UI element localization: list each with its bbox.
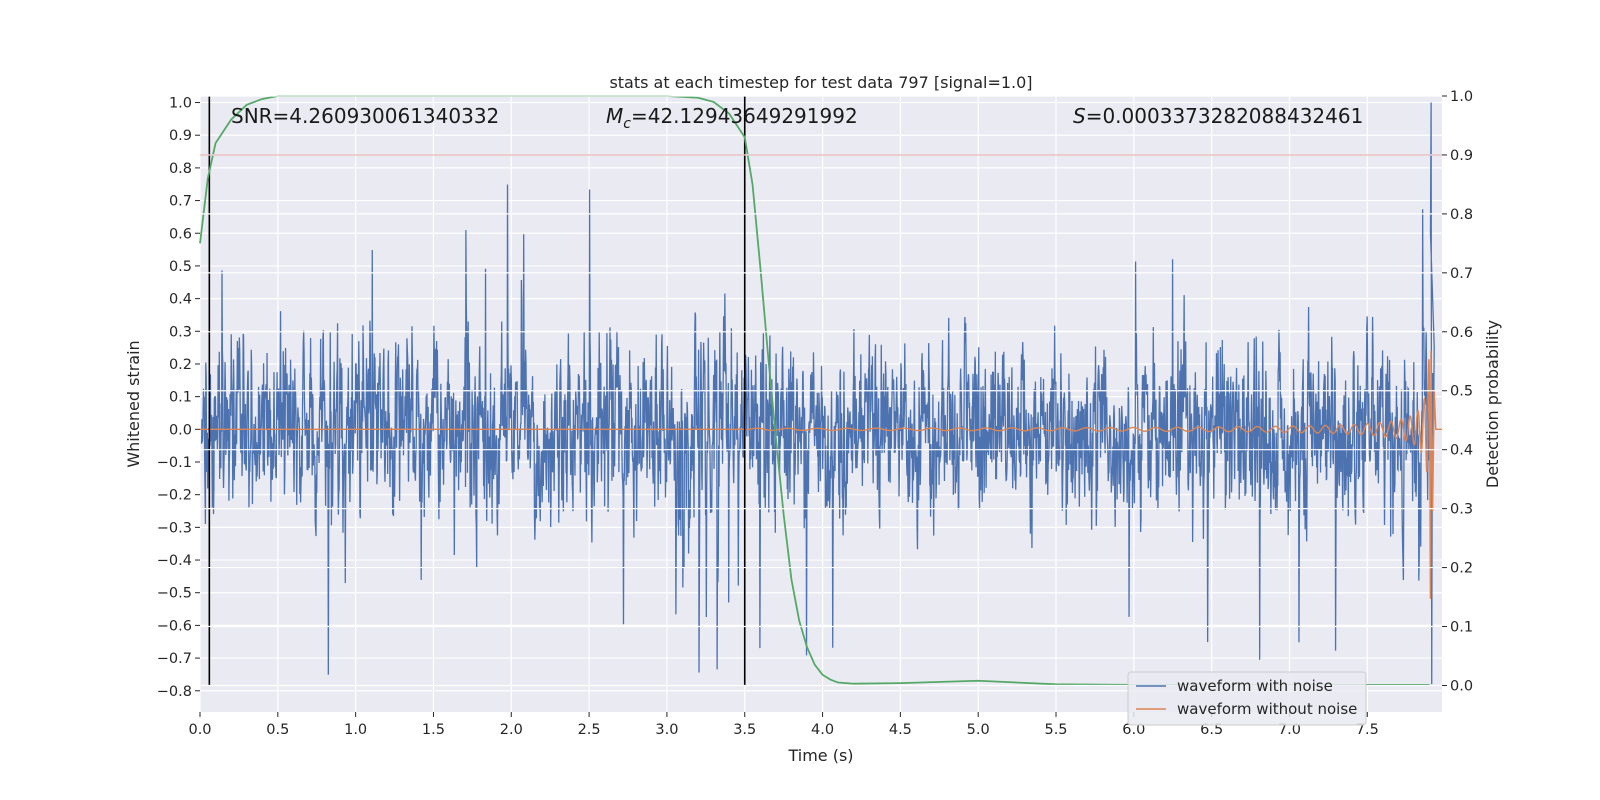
chart-title: stats at each timestep for test data 797… (609, 73, 1032, 92)
legend-label-clean: waveform without noise (1177, 700, 1357, 718)
x-tick-label: 3.0 (655, 722, 678, 738)
x-tick-label: 1.5 (422, 722, 445, 738)
x-tick-label: 0.5 (266, 722, 289, 738)
x-tick-label: 6.5 (1200, 722, 1223, 738)
x-tick-label: 2.5 (578, 722, 601, 738)
y-tick-label: 0.4 (169, 292, 192, 308)
waveform-without-noise-series (200, 350, 1442, 599)
legend: waveform with noise waveform without noi… (1127, 671, 1367, 726)
legend-label-noise: waveform with noise (1177, 677, 1333, 695)
y-tick-label: −0.6 (157, 618, 192, 634)
y-tick-label: −0.4 (157, 553, 192, 569)
y-tick-label: −0.8 (157, 684, 192, 700)
x-axis-ticks: 0.0 0.5 1.0 1.5 2.0 2.5 3.0 3.5 4.0 4.5 5.0 5.5 6.0 6… (188, 712, 1379, 738)
y-tick-label: −0.1 (157, 455, 192, 471)
waveform-with-noise-series (200, 102, 1435, 685)
x-tick-label: 3.5 (733, 722, 756, 738)
x-tick-label: 7.5 (1356, 722, 1379, 738)
x-tick-label: 0.0 (188, 722, 211, 738)
y2-tick-label: 0.3 (1450, 502, 1473, 518)
y-tick-label: 1.0 (169, 96, 192, 112)
y2-axis-label: Detection probability (1483, 320, 1502, 488)
y2-tick-label: 0.4 (1450, 443, 1473, 459)
x-tick-label: 4.0 (811, 722, 834, 738)
y2-tick-label: 0.9 (1450, 148, 1473, 164)
y2-tick-label: 0.0 (1450, 678, 1473, 694)
y2-tick-label: 0.1 (1450, 620, 1473, 636)
x-tick-label: 5.5 (1044, 722, 1067, 738)
y-tick-label: −0.3 (157, 520, 192, 536)
y-tick-label: −0.2 (157, 488, 192, 504)
x-tick-label: 7.0 (1278, 722, 1301, 738)
y-tick-label: 0.0 (169, 422, 192, 438)
y2-tick-label: 0.8 (1450, 207, 1473, 223)
s-value: =0.0003373282088432461 (1086, 104, 1364, 128)
y-axis-ticks: 1.0 0.9 0.8 0.7 0.6 0.5 0.4 0.3 0.2 0.1 0.0 −0.1 −0.… (157, 96, 200, 700)
legend-box (1127, 671, 1367, 726)
y-tick-label: 0.9 (169, 128, 192, 144)
s-symbol: S (1073, 104, 1086, 128)
y-tick-label: 0.2 (169, 357, 192, 373)
y-tick-label: 0.1 (169, 390, 192, 406)
x-tick-label: 2.0 (500, 722, 523, 738)
x-tick-label: 1.0 (344, 722, 367, 738)
y-tick-label: 0.8 (169, 161, 192, 177)
y2-tick-label: 1.0 (1450, 89, 1473, 105)
y-tick-label: 0.3 (169, 324, 192, 340)
y-axis-label: Whitened strain (124, 340, 143, 467)
y-tick-label: 0.6 (169, 226, 192, 242)
y-tick-label: −0.5 (157, 586, 192, 602)
x-tick-label: 6.0 (1122, 722, 1145, 738)
y2-tick-label: 0.6 (1450, 325, 1473, 341)
snr-annotation: SNR=4.260930061340332 (231, 104, 499, 128)
x-tick-label: 5.0 (967, 722, 990, 738)
s-annotation: S=0.0003373282088432461 (1073, 104, 1363, 128)
grid-overlay (200, 95, 1442, 687)
x-tick-label: 4.5 (889, 722, 912, 738)
chirp-mass-value: =42.12943649291992 (631, 104, 858, 128)
y2-tick-label: 0.2 (1450, 561, 1473, 577)
chirp-mass-symbol: M (606, 104, 623, 128)
y2-tick-label: 0.5 (1450, 384, 1473, 400)
y2-tick-label: 0.7 (1450, 266, 1473, 282)
chirp-mass-subscript: c (623, 116, 631, 132)
chirp-mass-annotation: Mc=42.12943649291992 (606, 104, 858, 132)
detection-probability-series (199, 95, 1430, 686)
x-axis-label: Time (s) (787, 746, 853, 765)
y-tick-label: 0.5 (169, 259, 192, 275)
y2-axis-ticks: 1.0 0.9 0.8 0.7 0.6 0.5 0.4 0.3 0.2 0.1 0.0 (1442, 89, 1473, 694)
y-tick-label: −0.7 (157, 651, 192, 667)
noise-trace (200, 102, 1435, 685)
y-tick-label: 0.7 (169, 194, 192, 210)
